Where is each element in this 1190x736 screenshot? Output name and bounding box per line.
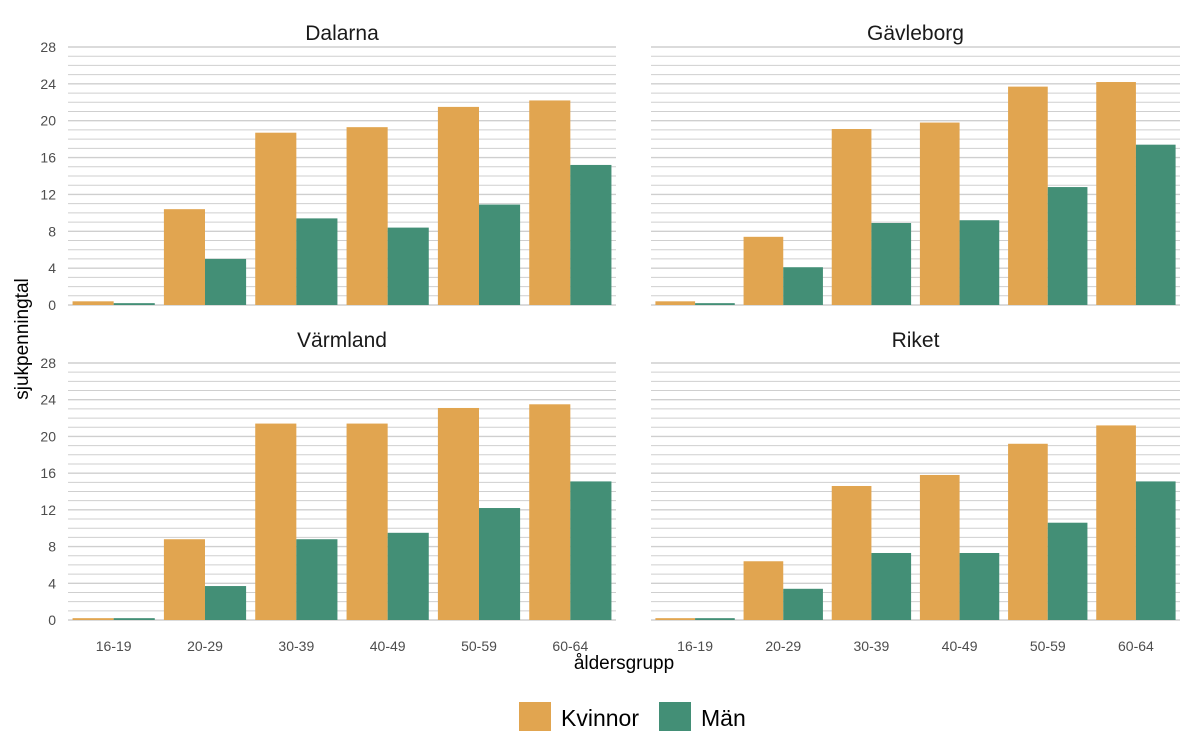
y-tick-label: 8	[48, 223, 56, 239]
x-tick-label: 16-19	[96, 638, 132, 654]
bar-dalarna-60-64-man	[570, 164, 612, 305]
bar-dalarna-60-64-kvinnor	[529, 100, 571, 305]
bar-dalarna-20-29-man	[205, 258, 247, 305]
bar-värmland-40-49-kvinnor	[346, 423, 388, 620]
y-tick-label: 0	[48, 612, 56, 628]
y-tick-label: 24	[40, 76, 56, 92]
bar-värmland-30-39-man	[296, 539, 338, 620]
x-tick-label: 30-39	[278, 638, 314, 654]
bar-dalarna-16-19-man	[113, 303, 155, 305]
x-tick-label: 40-49	[942, 638, 978, 654]
bar-riket-20-29-man	[783, 588, 823, 620]
bar-dalarna-20-29-kvinnor	[163, 209, 205, 305]
bar-värmland-50-59-kvinnor	[437, 407, 479, 620]
panel-dalarna: 0 4 8 12 16 20 24 28 Dalarna	[40, 22, 616, 313]
bar-dalarna-50-59-kvinnor	[437, 106, 479, 306]
legend-label-man: Män	[701, 705, 746, 731]
bar-värmland-50-59-man	[479, 508, 521, 620]
bar-dalarna-50-59-man	[479, 204, 521, 305]
x-tick-label: 50-59	[1030, 638, 1066, 654]
y-tick-label: 4	[48, 260, 56, 276]
bar-värmland-16-19-kvinnor	[72, 618, 114, 620]
chart-panels: 0 4 8 12 16 20 24 28 Dalarna Gävleborg 0 4 8 12 16 20 24…	[40, 22, 1180, 654]
bar-gävleborg-30-39-man	[871, 222, 912, 305]
bar-dalarna-30-39-man	[296, 218, 338, 305]
panel-title: Värmland	[297, 329, 387, 352]
bar-riket-30-39-man	[871, 552, 912, 620]
y-tick-label: 8	[48, 539, 56, 555]
bar-gävleborg-40-49-kvinnor	[919, 122, 960, 305]
x-tick-label: 16-19	[677, 638, 713, 654]
legend-key-kvinnor	[519, 702, 551, 734]
x-tick-label: 30-39	[854, 638, 890, 654]
panel-gävleborg: Gävleborg	[651, 22, 1180, 306]
y-tick-label: 20	[40, 113, 56, 129]
x-tick-label: 50-59	[461, 638, 497, 654]
bar-gävleborg-30-39-kvinnor	[831, 129, 872, 305]
bar-gävleborg-60-64-man	[1135, 144, 1176, 305]
x-tick-label: 60-64	[1118, 638, 1154, 654]
bar-riket-60-64-man	[1135, 481, 1176, 620]
bar-dalarna-16-19-kvinnor	[72, 301, 114, 305]
bar-dalarna-30-39-kvinnor	[255, 132, 297, 305]
panel-title: Dalarna	[305, 22, 379, 45]
legend: Kvinnor Män	[519, 702, 746, 734]
y-tick-label: 12	[40, 502, 56, 518]
y-tick-label: 4	[48, 575, 56, 591]
bar-riket-30-39-kvinnor	[831, 485, 872, 620]
bar-värmland-60-64-kvinnor	[529, 404, 571, 620]
bar-riket-40-49-kvinnor	[919, 474, 960, 620]
bar-värmland-60-64-man	[570, 481, 612, 620]
bar-riket-20-29-kvinnor	[743, 561, 784, 620]
x-tick-label: 20-29	[765, 638, 801, 654]
x-axis-label: åldersgrupp	[574, 653, 674, 674]
bar-värmland-30-39-kvinnor	[255, 423, 297, 620]
y-tick-label: 16	[40, 150, 56, 166]
y-axis-label: sjukpenningtal	[12, 278, 33, 399]
bar-gävleborg-16-19-kvinnor	[655, 301, 696, 305]
bar-gävleborg-16-19-man	[695, 303, 735, 305]
bar-riket-60-64-kvinnor	[1096, 425, 1136, 620]
legend-label-kvinnor: Kvinnor	[561, 705, 639, 731]
y-tick-label: 16	[40, 465, 56, 481]
bar-riket-16-19-kvinnor	[655, 618, 696, 620]
bar-gävleborg-60-64-kvinnor	[1096, 82, 1136, 305]
bar-värmland-20-29-kvinnor	[163, 539, 205, 620]
x-tick-label: 40-49	[370, 638, 406, 654]
bar-värmland-16-19-man	[113, 618, 155, 620]
panel-title: Riket	[892, 329, 940, 352]
bar-gävleborg-40-49-man	[959, 220, 1000, 305]
bar-gävleborg-50-59-kvinnor	[1008, 86, 1048, 305]
bar-värmland-20-29-man	[205, 586, 247, 620]
panel-riket: 16-19 20-29 30-39 40-49 50-59 60-64 Riket	[651, 329, 1180, 654]
y-tick-label: 24	[40, 392, 56, 408]
y-tick-label: 0	[48, 297, 56, 313]
bar-gävleborg-20-29-man	[783, 267, 823, 305]
bar-gävleborg-50-59-man	[1047, 187, 1088, 305]
bar-riket-50-59-kvinnor	[1008, 443, 1048, 620]
bar-riket-50-59-man	[1047, 522, 1088, 620]
legend-key-man	[659, 702, 691, 734]
panel-title: Gävleborg	[867, 22, 964, 45]
y-tick-label: 28	[40, 355, 56, 371]
bar-riket-16-19-man	[695, 618, 735, 620]
y-tick-label: 28	[40, 39, 56, 55]
y-tick-label: 12	[40, 186, 56, 202]
x-tick-label: 20-29	[187, 638, 223, 654]
bar-dalarna-40-49-kvinnor	[346, 127, 388, 306]
panel-värmland: 0 4 8 12 16 20 24 28 16-19 20-29 30-39 40-49 50-59 60…	[40, 329, 616, 654]
x-tick-label: 60-64	[552, 638, 588, 654]
bar-gävleborg-20-29-kvinnor	[743, 236, 784, 305]
y-tick-label: 20	[40, 428, 56, 444]
bar-riket-40-49-man	[959, 552, 1000, 620]
bar-värmland-40-49-man	[387, 532, 429, 620]
bar-dalarna-40-49-man	[387, 227, 429, 305]
